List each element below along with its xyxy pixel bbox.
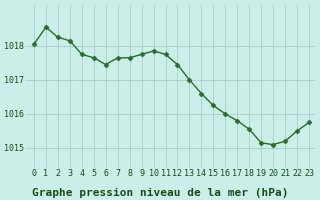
Text: Graphe pression niveau de la mer (hPa): Graphe pression niveau de la mer (hPa)	[32, 188, 288, 198]
